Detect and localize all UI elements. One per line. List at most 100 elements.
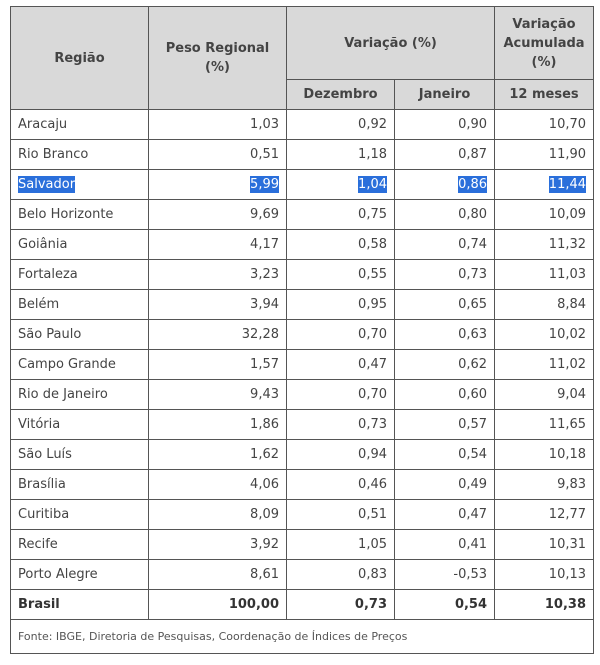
cell-peso: 3,94 bbox=[148, 289, 287, 320]
cell-dezembro: 1,18 bbox=[286, 139, 395, 170]
cell-dezembro-text: 0,75 bbox=[358, 207, 387, 222]
cell-dezembro: 0,70 bbox=[286, 379, 395, 410]
cell-12-meses-text: 12,77 bbox=[548, 507, 587, 522]
cell-dezembro: 0,47 bbox=[286, 349, 395, 380]
footnote: Fonte: IBGE, Diretoria de Pesquisas, Coo… bbox=[9, 619, 595, 654]
cell-dezembro-text: 1,05 bbox=[358, 537, 387, 552]
cell-janeiro: 0,62 bbox=[393, 349, 496, 380]
cell-regiao: Rio Branco bbox=[10, 139, 149, 170]
cell-peso: 100,00 bbox=[148, 589, 287, 620]
cell-janeiro-text: 0,87 bbox=[458, 147, 488, 162]
table-row: Recife 3,92 1,05 0,41 10,31 bbox=[10, 529, 595, 560]
cell-dezembro: 0,92 bbox=[286, 109, 395, 140]
cell-regiao: Recife bbox=[10, 529, 149, 560]
cell-regiao: Goiânia bbox=[10, 229, 149, 260]
header-peso-regional: Peso Regional (%) bbox=[148, 6, 287, 110]
cell-regiao: Porto Alegre bbox=[10, 559, 149, 590]
cell-janeiro-text: 0,54 bbox=[458, 447, 488, 462]
cell-12-meses-text: 10,70 bbox=[548, 117, 587, 132]
cell-dezembro: 0,70 bbox=[286, 319, 395, 350]
cell-dezembro-text: 0,58 bbox=[358, 237, 387, 252]
table-row: São Paulo 32,28 0,70 0,63 10,02 bbox=[10, 319, 595, 350]
cell-peso-text: 3,94 bbox=[250, 297, 279, 312]
cell-12-meses: 8,84 bbox=[494, 289, 595, 320]
cell-janeiro: 0,49 bbox=[393, 469, 496, 500]
cell-12-meses-text: 10,38 bbox=[544, 597, 587, 612]
cell-peso: 5,99 bbox=[148, 169, 287, 200]
cell-dezembro: 0,73 bbox=[286, 409, 395, 440]
cell-janeiro-text: 0,74 bbox=[458, 237, 488, 252]
cell-peso: 1,86 bbox=[148, 409, 287, 440]
table-row: Fortaleza 3,23 0,55 0,73 11,03 bbox=[10, 259, 595, 290]
cell-janeiro-text: 0,73 bbox=[458, 267, 488, 282]
cell-dezembro-text: 1,18 bbox=[358, 147, 387, 162]
cell-12-meses: 10,38 bbox=[494, 589, 595, 620]
cell-regiao: Fortaleza bbox=[10, 259, 149, 290]
cell-regiao: Salvador bbox=[10, 169, 149, 200]
cell-peso: 4,17 bbox=[148, 229, 287, 260]
cell-janeiro-text: 0,63 bbox=[458, 327, 488, 342]
cell-janeiro-text: 0,86 bbox=[458, 176, 488, 193]
cell-peso: 4,06 bbox=[148, 469, 287, 500]
cell-dezembro-text: 0,94 bbox=[358, 447, 387, 462]
table-row: Vitória 1,86 0,73 0,57 11,65 bbox=[10, 409, 595, 440]
cell-12-meses: 10,02 bbox=[494, 319, 595, 350]
cell-peso-text: 9,43 bbox=[250, 387, 279, 402]
cell-janeiro: -0,53 bbox=[393, 559, 496, 590]
cell-dezembro-text: 0,73 bbox=[354, 597, 387, 612]
header-variacao: Variação (%) bbox=[285, 6, 496, 80]
cell-12-meses: 11,65 bbox=[494, 409, 595, 440]
cell-janeiro: 0,60 bbox=[393, 379, 496, 410]
cell-12-meses: 11,32 bbox=[494, 229, 595, 260]
cell-dezembro: 1,04 bbox=[286, 169, 395, 200]
cell-regiao: Vitória bbox=[10, 409, 149, 440]
cell-regiao-text: Brasília bbox=[18, 477, 66, 492]
cell-dezembro: 0,75 bbox=[286, 199, 395, 230]
cell-janeiro-text: -0,53 bbox=[453, 567, 488, 582]
cell-12-meses-text: 9,83 bbox=[557, 477, 587, 492]
cell-janeiro-text: 0,90 bbox=[458, 117, 488, 132]
table-row: Salvador 5,99 1,04 0,86 11,44 bbox=[10, 169, 595, 200]
cell-12-meses: 12,77 bbox=[494, 499, 595, 530]
header-variacao-acumulada: Variação Acumulada (%) bbox=[494, 6, 595, 80]
cell-peso: 3,92 bbox=[148, 529, 287, 560]
cell-janeiro: 0,65 bbox=[393, 289, 496, 320]
cell-12-meses: 10,13 bbox=[494, 559, 595, 590]
cell-regiao: São Paulo bbox=[10, 319, 149, 350]
cell-peso-text: 4,17 bbox=[250, 237, 279, 252]
cell-12-meses: 10,70 bbox=[494, 109, 595, 140]
cell-regiao-text: Recife bbox=[18, 537, 58, 552]
table-row: Curitiba 8,09 0,51 0,47 12,77 bbox=[10, 499, 595, 530]
table-row: São Luís 1,62 0,94 0,54 10,18 bbox=[10, 439, 595, 470]
cell-regiao-text: Fortaleza bbox=[18, 267, 78, 282]
cell-janeiro-text: 0,47 bbox=[458, 507, 488, 522]
cell-regiao-text: Rio de Janeiro bbox=[18, 387, 108, 402]
cell-regiao-text: Brasil bbox=[18, 597, 60, 612]
header-regiao: Região bbox=[10, 6, 149, 110]
cell-dezembro: 1,05 bbox=[286, 529, 395, 560]
ipca-regional-table: Região Peso Regional (%) Variação (%) Va… bbox=[9, 6, 595, 654]
cell-janeiro: 0,54 bbox=[393, 589, 496, 620]
cell-12-meses: 11,90 bbox=[494, 139, 595, 170]
cell-12-meses-text: 11,02 bbox=[548, 357, 587, 372]
cell-janeiro-text: 0,60 bbox=[458, 387, 488, 402]
cell-12-meses-text: 11,90 bbox=[548, 147, 587, 162]
cell-peso: 1,62 bbox=[148, 439, 287, 470]
cell-regiao-text: Campo Grande bbox=[18, 357, 116, 372]
cell-12-meses: 10,31 bbox=[494, 529, 595, 560]
cell-peso: 8,09 bbox=[148, 499, 287, 530]
cell-regiao: Aracaju bbox=[10, 109, 149, 140]
cell-dezembro: 0,58 bbox=[286, 229, 395, 260]
cell-peso-text: 1,03 bbox=[250, 117, 279, 132]
cell-dezembro-text: 0,55 bbox=[358, 267, 387, 282]
cell-peso: 0,51 bbox=[148, 139, 287, 170]
cell-12-meses: 9,83 bbox=[494, 469, 595, 500]
cell-peso-text: 1,62 bbox=[250, 447, 279, 462]
cell-janeiro-text: 0,65 bbox=[458, 297, 488, 312]
cell-peso-text: 3,23 bbox=[250, 267, 279, 282]
cell-dezembro: 0,83 bbox=[286, 559, 395, 590]
cell-peso: 3,23 bbox=[148, 259, 287, 290]
cell-regiao: Brasil bbox=[10, 589, 149, 620]
cell-12-meses-text: 11,03 bbox=[548, 267, 587, 282]
cell-peso-text: 8,09 bbox=[250, 507, 279, 522]
